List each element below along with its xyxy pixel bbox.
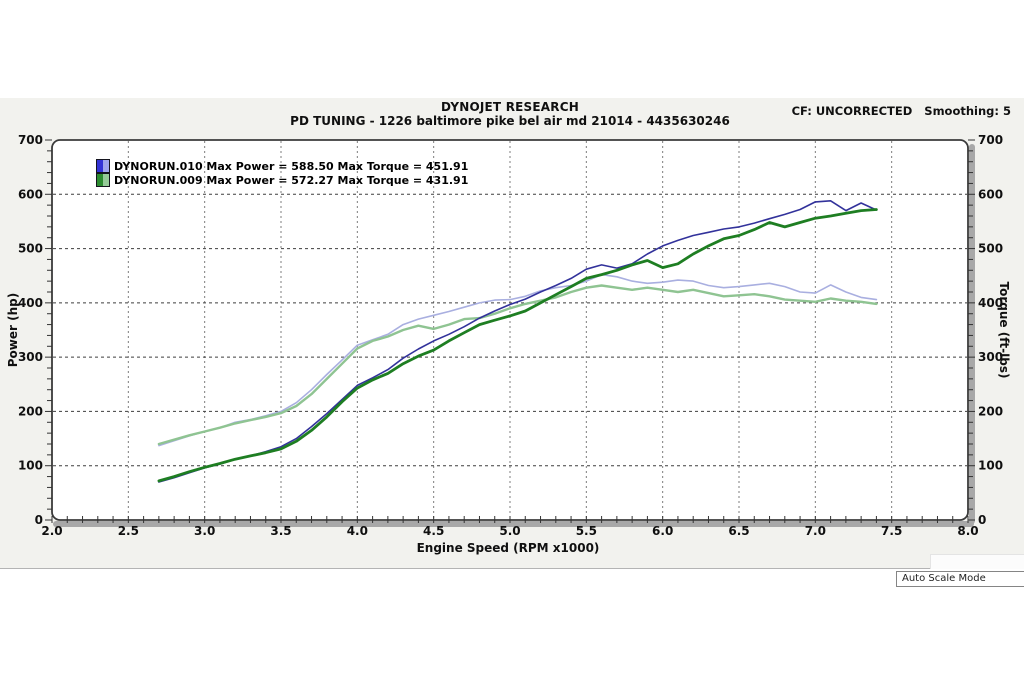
x-tick-label: 2.0	[41, 524, 62, 538]
x-tick-label: 4.0	[347, 524, 368, 538]
legend-label-dynorun-009: DYNORUN.009 Max Power = 572.27 Max Torqu…	[114, 173, 469, 187]
x-tick-label: 5.0	[499, 524, 520, 538]
power-tick-label: 700	[18, 133, 43, 147]
curve-dynorun-010-ft-lbs	[158, 273, 878, 447]
torque-tick-label: 200	[978, 404, 1003, 418]
torque-tick-label: 700	[978, 133, 1003, 147]
report-subtitle: PD TUNING - 1226 baltimore pike bel air …	[290, 114, 730, 128]
tick-labels: 2.0 2.5 3.0 3.5 4.0 4.5 5.0 5.5 6.0 6.5 7.0 7.5 8.00…	[18, 133, 1003, 538]
curve-dynorun-010-hp	[158, 200, 878, 483]
torque-tick-label: 500	[978, 242, 1003, 256]
x-tick-label: 5.5	[576, 524, 597, 538]
legend-swatch-dynorun-010	[96, 159, 110, 173]
power-tick-label: 600	[18, 187, 43, 201]
series-lines	[157, 200, 878, 483]
auto-scale-mode-button[interactable]: Auto Scale Mode	[896, 571, 1024, 587]
report-title: DYNOJET RESEARCH	[441, 100, 579, 114]
correction-info: CF: UNCORRECTED Smoothing: 5	[792, 104, 1011, 118]
torque-tick-label: 600	[978, 187, 1003, 201]
engine-speed-axis-label: Engine Speed (RPM x1000)	[416, 541, 600, 555]
x-tick-label: 2.5	[118, 524, 139, 538]
power-tick-label: 500	[18, 242, 43, 256]
chart-legend: DYNORUN.010 Max Power = 588.50 Max Torqu…	[96, 159, 468, 187]
legend-swatch-dynorun-009	[96, 173, 110, 187]
x-tick-label: 6.0	[652, 524, 673, 538]
torque-tick-label: 0	[978, 513, 986, 527]
footer-corner-panel	[930, 554, 1024, 569]
x-tick-label: 7.0	[805, 524, 826, 538]
correction-factor-label: CF: UNCORRECTED	[791, 104, 913, 118]
footer-divider	[0, 568, 1024, 569]
x-tick-label: 3.0	[194, 524, 215, 538]
x-tick-label: 3.5	[270, 524, 291, 538]
torque-tick-label: 400	[978, 296, 1003, 310]
x-tick-label: 7.5	[881, 524, 902, 538]
curve-dynorun-009-hp	[157, 208, 878, 483]
gridlines	[53, 141, 967, 519]
torque-tick-label: 300	[978, 350, 1003, 364]
legend-row-dynorun-009: DYNORUN.009 Max Power = 572.27 Max Torqu…	[96, 173, 468, 187]
torque-axis-label: Torque (ft-lbs)	[997, 281, 1011, 379]
smoothing-label: Smoothing: 5	[924, 104, 1011, 118]
power-tick-label: 400	[18, 296, 43, 310]
x-tick-label: 4.5	[423, 524, 444, 538]
power-tick-label: 100	[18, 459, 43, 473]
plot-shadow	[53, 144, 975, 527]
legend-row-dynorun-010: DYNORUN.010 Max Power = 588.50 Max Torqu…	[96, 159, 468, 173]
legend-label-dynorun-010: DYNORUN.010 Max Power = 588.50 Max Torqu…	[114, 159, 469, 173]
x-tick-label: 6.5	[728, 524, 749, 538]
power-tick-label: 300	[18, 350, 43, 364]
x-tick-label: 8.0	[957, 524, 978, 538]
power-axis-label: Power (hp)	[6, 292, 20, 368]
power-tick-label: 200	[18, 404, 43, 418]
curve-dynorun-009-ft-lbs	[157, 284, 878, 446]
torque-tick-label: 100	[978, 459, 1003, 473]
axis-ticks	[45, 139, 975, 523]
power-tick-label: 0	[35, 513, 43, 527]
